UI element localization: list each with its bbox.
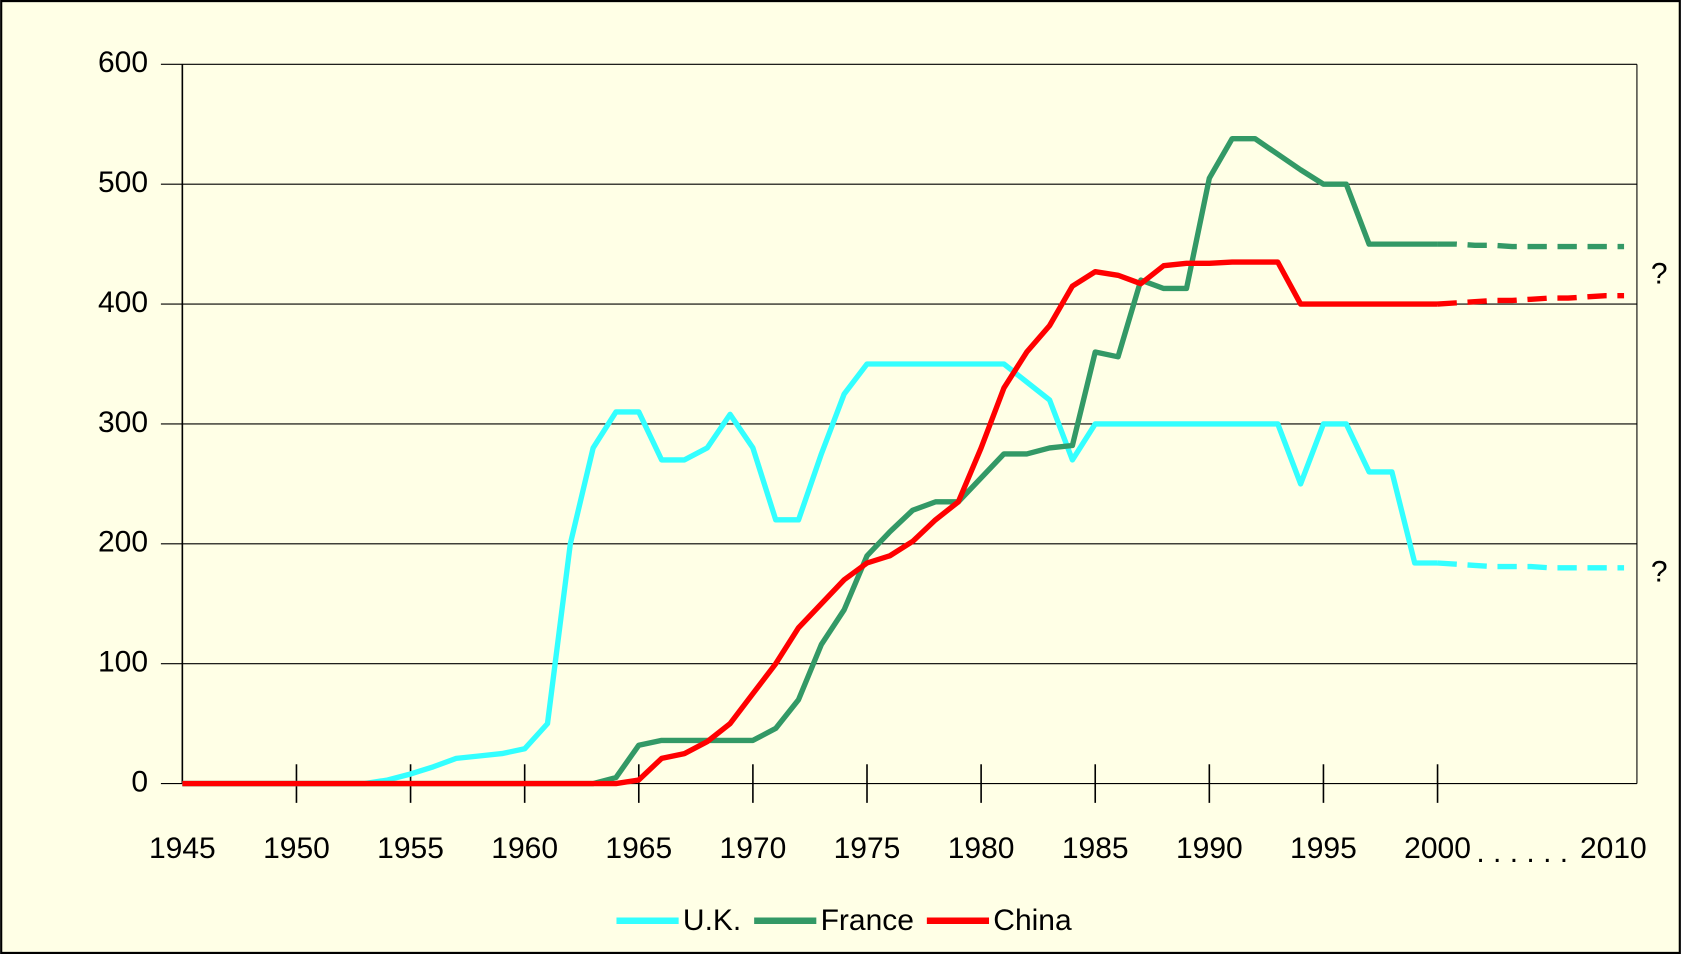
x-tick-label: 2000 — [1404, 832, 1471, 865]
y-tick-label: 600 — [98, 46, 148, 79]
legend-label: U.K. — [683, 904, 741, 937]
x-tick-label: 1990 — [1176, 832, 1243, 865]
y-tick-label: 500 — [98, 166, 148, 199]
x-tick-label: 2010 — [1580, 832, 1647, 865]
x-tick-label: 1955 — [377, 832, 444, 865]
x-break-label: . . . . . . — [1476, 836, 1568, 869]
series-line — [182, 259, 1438, 787]
y-tick-label: 0 — [131, 765, 148, 798]
y-tick-label: 100 — [98, 646, 148, 679]
annotation: ? — [1651, 555, 1668, 588]
legend-label: China — [993, 904, 1072, 937]
series-line — [182, 361, 1438, 787]
x-tick-label: 1975 — [834, 832, 901, 865]
x-tick-label: 1950 — [263, 832, 330, 865]
x-tick-label: 1970 — [720, 832, 787, 865]
projection-line — [1437, 292, 1625, 307]
x-tick-label: 1985 — [1062, 832, 1129, 865]
x-tick-label: 1960 — [491, 832, 558, 865]
y-tick-label: 300 — [98, 406, 148, 439]
x-tick-label: 1945 — [149, 832, 216, 865]
x-tick-label: 1965 — [605, 832, 672, 865]
annotation: ? — [1651, 257, 1668, 290]
y-tick-label: 200 — [98, 526, 148, 559]
projection-line — [1437, 241, 1625, 250]
projection-line — [1437, 560, 1625, 571]
legend-label: France — [821, 904, 914, 937]
x-tick-label: 1980 — [948, 832, 1015, 865]
x-tick-label: 1995 — [1290, 832, 1357, 865]
y-tick-label: 400 — [98, 286, 148, 319]
